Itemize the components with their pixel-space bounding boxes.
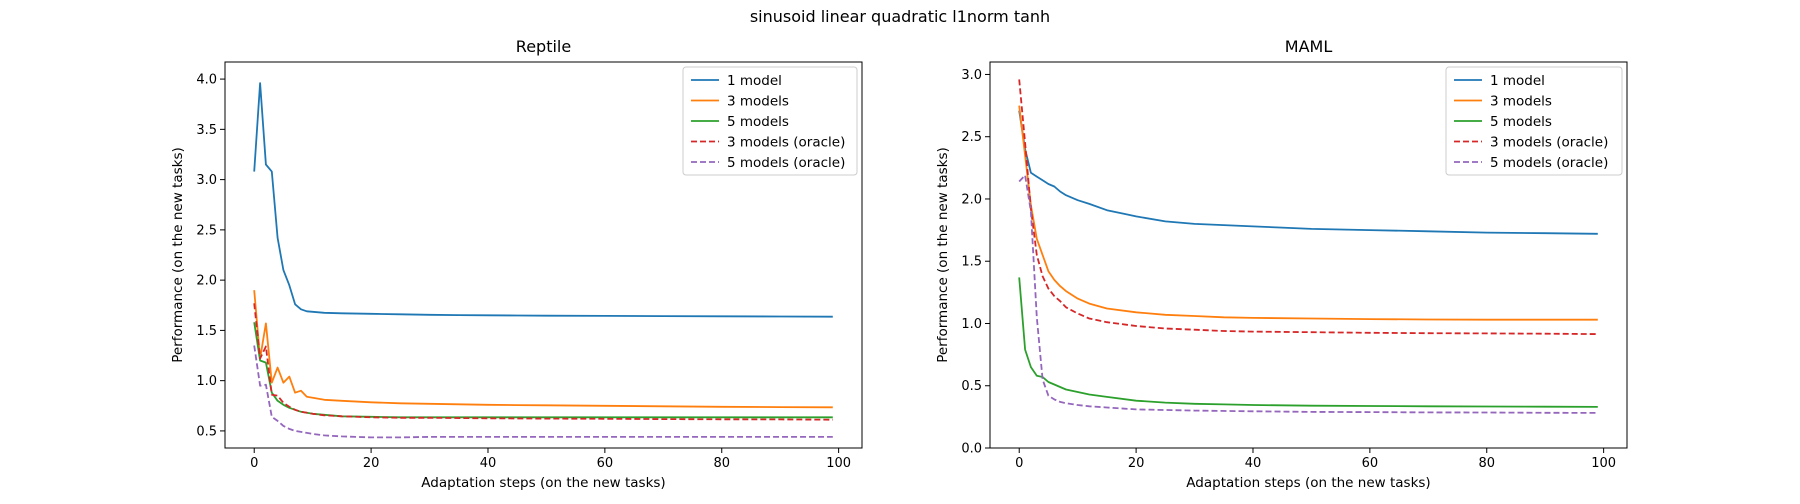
y-tick-label: 3.0 bbox=[196, 173, 217, 188]
y-tick-label: 0.0 bbox=[961, 442, 982, 457]
x-tick-label: 100 bbox=[1591, 456, 1616, 471]
x-tick-label: 100 bbox=[826, 456, 851, 471]
x-tick-label: 0 bbox=[250, 456, 258, 471]
y-tick-label: 2.0 bbox=[961, 192, 982, 207]
legend-box bbox=[1445, 66, 1623, 176]
x-axis-label: Adaptation steps (on the new tasks) bbox=[1186, 475, 1430, 491]
series-line-2 bbox=[253, 322, 833, 419]
x-tick-label: 60 bbox=[597, 456, 614, 471]
x-tick-label: 80 bbox=[713, 456, 730, 471]
y-tick-label: 3.5 bbox=[196, 123, 217, 138]
y-tick-label: 1.0 bbox=[196, 374, 217, 389]
series-line-1 bbox=[1018, 105, 1598, 321]
series-line-3 bbox=[253, 303, 833, 421]
x-tick-label: 60 bbox=[1362, 456, 1379, 471]
legend-entry: 5 models bbox=[1490, 114, 1552, 130]
legend-entry: 1 model bbox=[727, 73, 782, 89]
legend: 1 model 3 models 5 models 3 models (oracle)… bbox=[682, 66, 858, 176]
y-tick-label: 2.5 bbox=[961, 130, 982, 145]
y-tick-label: 2.5 bbox=[196, 223, 217, 238]
legend-entry: 3 models (oracle) bbox=[1490, 135, 1608, 151]
series-line-1 bbox=[253, 290, 833, 409]
legend: 1 model 3 models 5 models 3 models (oracle)… bbox=[1445, 66, 1623, 176]
y-tick-label: 0.5 bbox=[961, 379, 982, 394]
x-tick-label: 20 bbox=[1128, 456, 1145, 471]
axes-frame bbox=[224, 61, 863, 449]
y-tick-label: 3.0 bbox=[961, 68, 982, 83]
legend-entry: 3 models (oracle) bbox=[727, 135, 845, 151]
x-tick-label: 20 bbox=[363, 456, 380, 471]
y-tick-label: 0.5 bbox=[196, 424, 217, 439]
series-line-4 bbox=[1018, 174, 1598, 414]
y-tick-label: 1.5 bbox=[961, 255, 982, 270]
series-line-2 bbox=[1018, 277, 1598, 408]
y-tick-label: 1.5 bbox=[196, 324, 217, 339]
series-line-0 bbox=[1018, 110, 1598, 235]
x-axis-label: Adaptation steps (on the new tasks) bbox=[421, 475, 665, 491]
x-tick-label: 40 bbox=[480, 456, 497, 471]
y-tick-label: 2.0 bbox=[196, 274, 217, 289]
legend-entry: 3 models bbox=[727, 94, 789, 110]
axes-frame bbox=[989, 61, 1628, 449]
legend-entry: 5 models (oracle) bbox=[727, 155, 845, 171]
series-line-0 bbox=[253, 82, 833, 318]
y-axis-label: Performance (on the new tasks) bbox=[935, 147, 951, 363]
legend-entry: 5 models (oracle) bbox=[1490, 155, 1608, 171]
panel-title: Reptile bbox=[516, 37, 571, 56]
panel-maml: 0 20 40 60 80 100 0.0 0.5 1.0 1.5 2.0 2.5 3.0 MAML Ada… bbox=[935, 37, 1628, 491]
legend-entry: 5 models bbox=[727, 114, 789, 130]
y-tick-label: 4.0 bbox=[196, 73, 217, 88]
figure-suptitle: sinusoid linear quadratic l1norm tanh bbox=[750, 7, 1050, 26]
panel-reptile: 0 20 40 60 80 100 0.5 1.0 1.5 2.0 2.5 3.0 3.5 4.0 Rept… bbox=[170, 37, 863, 491]
y-tick-label: 1.0 bbox=[961, 317, 982, 332]
series-line-3 bbox=[1018, 79, 1598, 335]
legend-box bbox=[682, 66, 858, 176]
series-line-4 bbox=[253, 345, 833, 439]
panel-title: MAML bbox=[1285, 37, 1333, 56]
x-tick-label: 80 bbox=[1478, 456, 1495, 471]
x-tick-label: 40 bbox=[1245, 456, 1262, 471]
x-tick-label: 0 bbox=[1015, 456, 1023, 471]
legend-entry: 3 models bbox=[1490, 94, 1552, 110]
legend-entry: 1 model bbox=[1490, 73, 1545, 89]
y-axis-label: Performance (on the new tasks) bbox=[170, 147, 186, 363]
